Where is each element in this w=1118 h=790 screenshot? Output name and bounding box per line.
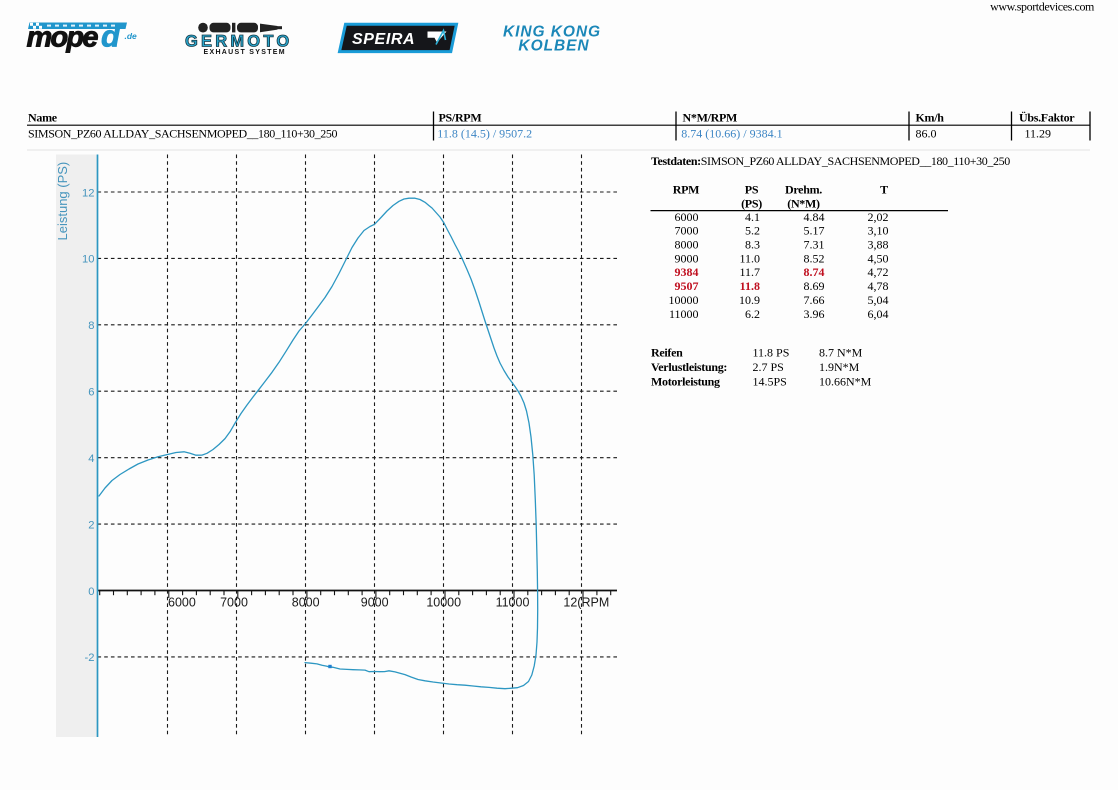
svg-text:10000: 10000 <box>669 293 699 307</box>
svg-text:12: 12 <box>82 187 94 199</box>
svg-text:KOLBEN: KOLBEN <box>518 37 589 54</box>
svg-text:4.1: 4.1 <box>745 210 760 224</box>
svg-text:PS/RPM: PS/RPM <box>439 110 482 124</box>
svg-text:0: 0 <box>88 586 94 598</box>
svg-text:9507: 9507 <box>675 279 699 293</box>
svg-text:11.0: 11.0 <box>739 251 760 265</box>
svg-text:Testdaten:SIMSON_PZ60 ALLDAY_S: Testdaten:SIMSON_PZ60 ALLDAY_SACHSENMOPE… <box>651 154 1010 168</box>
svg-text:SIMSON_PZ60 ALLDAY_SACHSENMOPE: SIMSON_PZ60 ALLDAY_SACHSENMOPED__180_110… <box>28 126 337 140</box>
svg-text:11.7: 11.7 <box>739 265 760 279</box>
svg-text:d: d <box>101 19 121 54</box>
svg-text:Km/h: Km/h <box>916 110 945 124</box>
svg-text:.de: .de <box>125 31 138 41</box>
svg-text:3,88: 3,88 <box>868 238 889 252</box>
svg-text:mope: mope <box>27 22 99 54</box>
svg-text:8.3: 8.3 <box>745 238 760 252</box>
svg-text:11.29: 11.29 <box>1025 126 1052 140</box>
svg-text:-2: -2 <box>85 652 95 664</box>
svg-text:N*M/RPM: N*M/RPM <box>683 110 738 124</box>
svg-text:Leistung (PS): Leistung (PS) <box>55 162 70 241</box>
svg-text:Übs.Faktor: Übs.Faktor <box>1019 110 1075 124</box>
svg-text:5.17: 5.17 <box>804 224 825 238</box>
svg-text:4.84: 4.84 <box>804 210 825 224</box>
svg-text:6000: 6000 <box>168 596 196 610</box>
svg-text:T: T <box>880 182 888 196</box>
svg-text:www.sportdevices.com: www.sportdevices.com <box>990 0 1095 14</box>
svg-text:PS: PS <box>745 182 759 196</box>
svg-text:5,04: 5,04 <box>868 293 889 307</box>
svg-text:4,72: 4,72 <box>868 265 889 279</box>
svg-text:6.2: 6.2 <box>745 307 760 321</box>
svg-text:7.31: 7.31 <box>804 238 825 252</box>
svg-text:11.8 PS: 11.8 PS <box>753 346 790 360</box>
svg-text:KING KONG: KING KONG <box>503 23 601 40</box>
svg-text:11.8: 11.8 <box>740 279 760 293</box>
svg-text:(N*M): (N*M) <box>787 197 820 211</box>
svg-text:8: 8 <box>88 320 94 332</box>
svg-text:6000: 6000 <box>675 210 699 224</box>
svg-text:11.8 (14.5) / 9507.2: 11.8 (14.5) / 9507.2 <box>437 126 532 140</box>
svg-text:4,78: 4,78 <box>868 279 889 293</box>
svg-text:6: 6 <box>88 387 94 399</box>
svg-text:8.7 N*M: 8.7 N*M <box>819 346 863 360</box>
svg-text:8.74 (10.66) / 9384.1: 8.74 (10.66) / 9384.1 <box>681 126 782 140</box>
svg-text:11000: 11000 <box>669 307 699 321</box>
svg-text:3,10: 3,10 <box>868 224 889 238</box>
svg-text:Reifen: Reifen <box>651 346 683 360</box>
svg-text:3.96: 3.96 <box>804 307 825 321</box>
svg-text:Motorleistung: Motorleistung <box>651 374 720 388</box>
svg-text:14.5PS: 14.5PS <box>753 374 787 388</box>
svg-text:2.7 PS: 2.7 PS <box>753 360 784 374</box>
svg-text:12(RPM: 12(RPM <box>563 596 609 610</box>
svg-text:Verlustleistung:: Verlustleistung: <box>651 360 727 374</box>
svg-text:9000: 9000 <box>361 596 389 610</box>
svg-text:8000: 8000 <box>675 238 699 252</box>
svg-text:(PS): (PS) <box>741 197 762 211</box>
svg-text:10000: 10000 <box>426 596 461 610</box>
svg-text:5.2: 5.2 <box>745 224 760 238</box>
svg-text:7000: 7000 <box>675 224 699 238</box>
svg-text:Drehm.: Drehm. <box>785 182 822 196</box>
svg-text:EXHAUST SYSTEM: EXHAUST SYSTEM <box>204 49 286 56</box>
svg-text:7000: 7000 <box>220 596 248 610</box>
svg-text:7.66: 7.66 <box>804 293 825 307</box>
svg-text:9000: 9000 <box>675 251 699 265</box>
svg-text:9384: 9384 <box>675 265 699 279</box>
svg-text:86.0: 86.0 <box>916 126 937 140</box>
svg-text:4,50: 4,50 <box>868 251 889 265</box>
svg-text:1.9N*M: 1.9N*M <box>819 360 860 374</box>
svg-text:4: 4 <box>88 453 94 465</box>
svg-text:GERMOTO: GERMOTO <box>185 32 292 50</box>
svg-text:2: 2 <box>88 519 94 531</box>
svg-text:Name: Name <box>28 110 58 124</box>
svg-text:8.52: 8.52 <box>804 251 825 265</box>
svg-text:10: 10 <box>82 254 94 266</box>
svg-text:8.69: 8.69 <box>804 279 825 293</box>
svg-text:11000: 11000 <box>496 596 530 610</box>
svg-text:2,02: 2,02 <box>868 210 889 224</box>
svg-text:6,04: 6,04 <box>868 307 889 321</box>
svg-text:8.74: 8.74 <box>804 265 825 279</box>
svg-text:SPEIRA: SPEIRA <box>352 31 415 48</box>
svg-text:10.66N*M: 10.66N*M <box>819 374 872 388</box>
svg-text:8000: 8000 <box>292 596 320 610</box>
svg-text:10.9: 10.9 <box>739 293 760 307</box>
svg-text:RPM: RPM <box>673 182 699 196</box>
